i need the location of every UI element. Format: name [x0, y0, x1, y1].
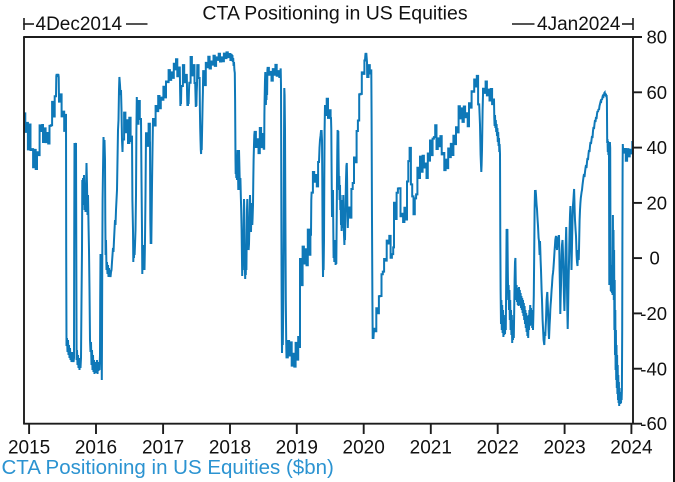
- svg-text:2023: 2023: [543, 438, 585, 459]
- svg-text:CTA Positioning in US Equities: CTA Positioning in US Equities ($bn): [2, 456, 334, 479]
- svg-text:4Jan2024: 4Jan2024: [537, 14, 621, 35]
- svg-text:40: 40: [647, 137, 668, 158]
- svg-text:0: 0: [650, 248, 660, 269]
- svg-text:2021: 2021: [410, 438, 452, 459]
- svg-text:20: 20: [647, 193, 668, 214]
- svg-text:2024: 2024: [610, 438, 653, 459]
- svg-text:2018: 2018: [209, 438, 251, 459]
- svg-text:-40: -40: [640, 358, 667, 379]
- svg-text:4Dec2014: 4Dec2014: [36, 14, 123, 35]
- svg-text:60: 60: [647, 82, 668, 103]
- svg-text:-20: -20: [640, 303, 667, 324]
- svg-text:2016: 2016: [75, 438, 117, 459]
- svg-text:-60: -60: [640, 413, 667, 434]
- svg-text:CTA Positioning in US Equities: CTA Positioning in US Equities: [202, 3, 467, 25]
- svg-text:2019: 2019: [276, 438, 318, 459]
- svg-text:2015: 2015: [8, 438, 50, 459]
- svg-text:80: 80: [647, 27, 668, 48]
- svg-text:2022: 2022: [477, 438, 519, 459]
- svg-text:2020: 2020: [343, 438, 385, 459]
- svg-text:2017: 2017: [142, 438, 184, 459]
